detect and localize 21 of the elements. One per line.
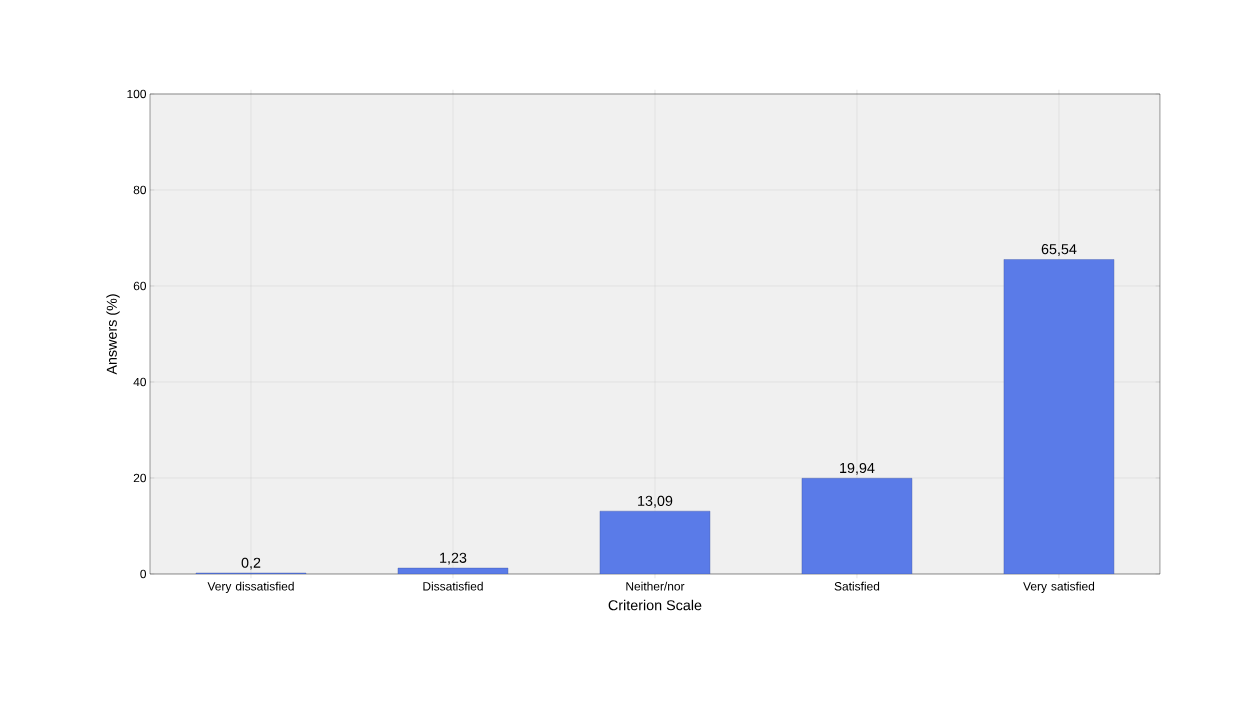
bar — [801, 478, 913, 574]
y-tick-label: 80 — [133, 185, 147, 195]
data-label: 19,94 — [840, 462, 875, 475]
y-tick-label: 0 — [140, 569, 147, 579]
x-tick-label: Very dissatisfied — [207, 581, 294, 593]
data-label: 0,2 — [241, 557, 261, 570]
x-tick-label: Very satisfied — [1023, 581, 1095, 593]
data-label: 65,54 — [1041, 244, 1077, 256]
x-axis-title: Criterion Scale — [608, 599, 702, 611]
y-tick-label: 20 — [133, 473, 147, 483]
y-tick-label: 60 — [133, 281, 147, 291]
y-tick-label: 100 — [127, 89, 147, 99]
x-tick-label: Satisfied — [834, 581, 880, 591]
bar — [599, 510, 711, 574]
data-label: 1,23 — [440, 552, 467, 565]
bar — [1003, 259, 1115, 574]
x-tick-label: Neither/nor — [626, 581, 685, 591]
x-tick-label: Dissatisfied — [423, 581, 483, 591]
y-axis-title: Answers (%) — [106, 294, 120, 375]
data-label: 13,09 — [638, 495, 673, 508]
y-tick-label: 40 — [133, 377, 147, 387]
